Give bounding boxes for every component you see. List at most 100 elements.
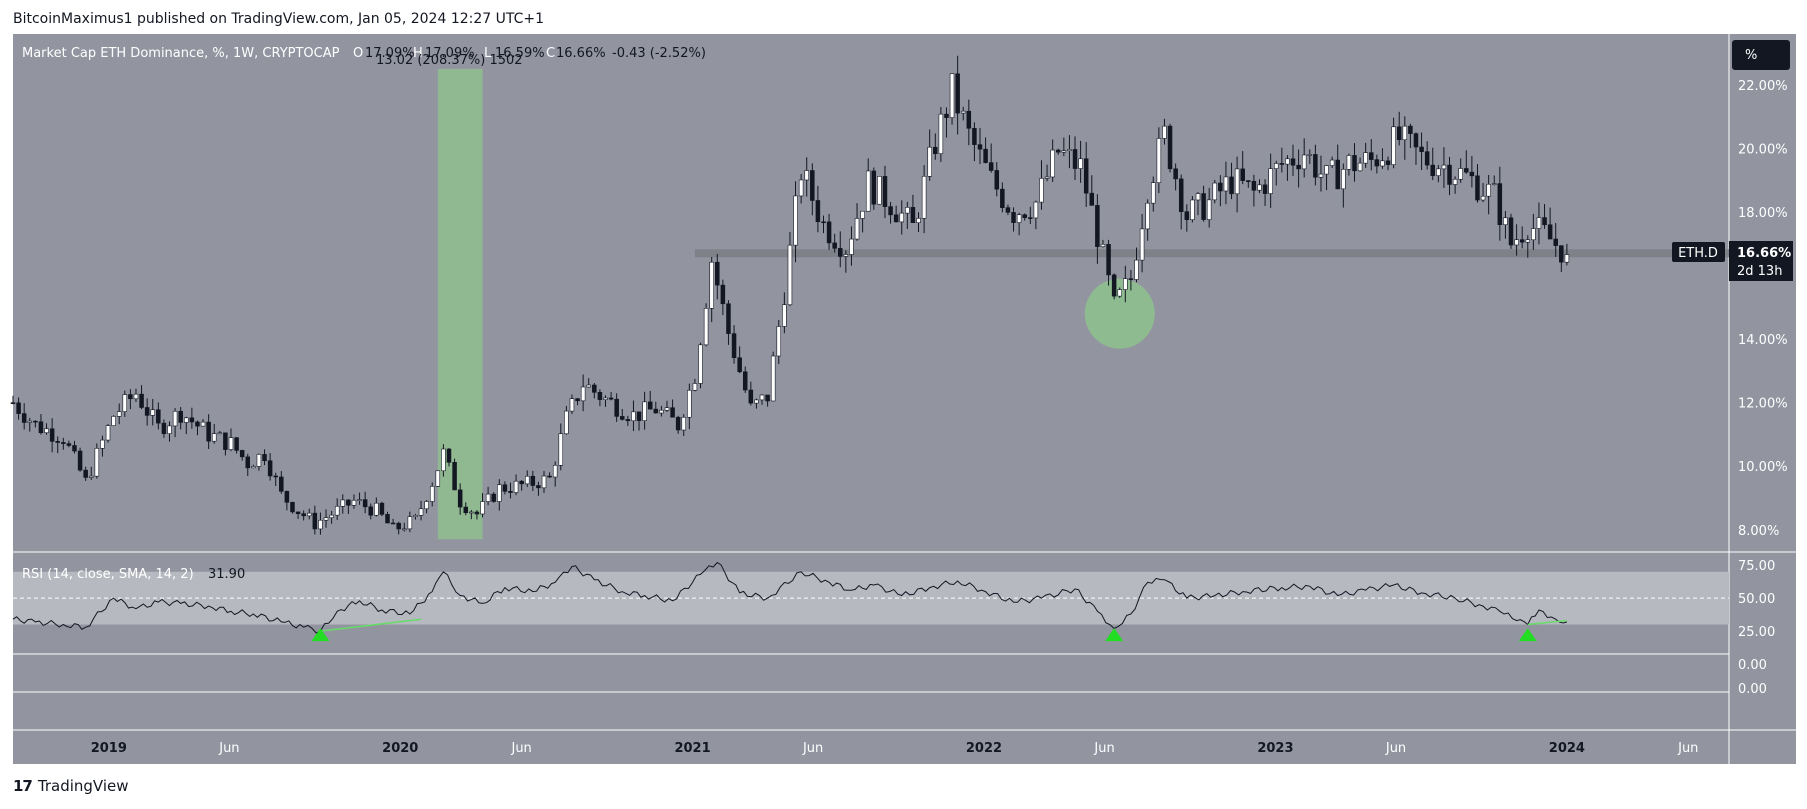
time-axis-tick: 2024 (1549, 741, 1585, 756)
candle-body (698, 344, 703, 384)
time-axis[interactable] (13, 730, 1796, 764)
candle-body (413, 515, 418, 517)
candle-body (312, 512, 318, 530)
candle-body (614, 398, 619, 417)
candle-body (748, 389, 754, 404)
high-value: 17.09% (425, 46, 475, 61)
time-axis-tick: 2019 (91, 741, 127, 756)
candle-body (849, 238, 854, 255)
candle-body (703, 308, 709, 346)
support-line (694, 249, 1729, 258)
candle-body (1564, 254, 1570, 263)
candle-body (1307, 154, 1313, 156)
last-price-value: 16.66% (1737, 246, 1791, 261)
candle-body (1123, 278, 1128, 290)
candle-body (234, 437, 239, 451)
candle-body (675, 416, 681, 431)
candle-body (1408, 125, 1413, 134)
unit-button[interactable] (1732, 40, 1790, 70)
price-axis-tick: 20.00% (1738, 142, 1788, 157)
candle-body (279, 476, 284, 492)
candle-body (329, 514, 334, 518)
countdown-value: 2d 13h (1737, 264, 1782, 279)
candle-body (575, 398, 580, 402)
candle-body (228, 437, 234, 450)
candle-body (184, 417, 189, 423)
candle-body (647, 401, 653, 410)
time-axis-tick: Jun (510, 741, 531, 756)
candle-body (469, 511, 474, 514)
candle-body (1106, 244, 1111, 276)
candle-body (474, 511, 480, 515)
candle-body (603, 397, 608, 400)
change-value: -0.43 (-2.52%) (612, 46, 706, 61)
close-value: 16.66% (556, 46, 606, 61)
candle-body (284, 490, 290, 503)
candle-body (938, 113, 944, 155)
candle-body (843, 254, 849, 257)
candle-body (642, 401, 647, 421)
candle-body (670, 407, 675, 418)
candle-body (1346, 155, 1352, 170)
candle-body (16, 402, 21, 414)
candle-body (1044, 176, 1050, 179)
candle-body (1430, 164, 1436, 176)
candle-body (659, 409, 664, 414)
time-axis-tick: 2022 (966, 741, 1002, 756)
candle-body (1553, 238, 1558, 246)
candle-body (1391, 126, 1396, 165)
candle-body (854, 218, 860, 240)
candle-body (770, 355, 776, 402)
candle-body (782, 304, 787, 327)
symbol-tag (1672, 242, 1725, 262)
time-axis-tick: 2021 (674, 741, 710, 756)
candle-body (61, 442, 66, 444)
candle-body (765, 394, 770, 402)
candle-body (1318, 173, 1324, 178)
candle-body (497, 484, 502, 502)
candle-body (223, 432, 228, 450)
candle-body (290, 502, 295, 513)
candle-body (1257, 184, 1262, 191)
candle-body (211, 433, 217, 442)
candle-body (485, 493, 491, 502)
candle-body (547, 475, 552, 478)
rsi-up-marker (1518, 628, 1537, 642)
price-axis-tick: 22.00% (1738, 79, 1788, 94)
candle-body (899, 212, 904, 223)
candle-body (519, 480, 524, 485)
low-value: 16.59% (495, 46, 545, 61)
candle-body (1469, 171, 1475, 177)
price-pane[interactable] (13, 34, 1729, 552)
candle-body (1229, 176, 1234, 195)
price-axis[interactable] (1729, 34, 1796, 730)
rsi-up-marker (1105, 628, 1124, 642)
candle-body (955, 73, 960, 114)
candle-body (402, 528, 407, 531)
candle-body (580, 386, 586, 402)
candle-body (418, 508, 424, 516)
candle-body (1151, 182, 1156, 204)
candle-body (457, 489, 463, 508)
candle-body (1011, 212, 1016, 223)
candle-body (910, 207, 916, 223)
candle-body (1385, 160, 1391, 165)
candle-body (334, 505, 340, 516)
rsi-divergence-line (1527, 619, 1567, 626)
rsi-legend-value: 31.90 (208, 567, 245, 582)
candle-body (1369, 152, 1374, 160)
unit-button-label[interactable]: % (1745, 48, 1757, 63)
candle-body (1100, 244, 1106, 247)
candle-body (1335, 159, 1340, 190)
candle-body (737, 357, 742, 373)
candle-body (1240, 168, 1245, 181)
candle-body (815, 200, 821, 223)
candle-body (463, 506, 469, 514)
candle-body (1262, 184, 1268, 194)
price-axis-tick: 12.00% (1738, 397, 1788, 412)
candle-body (742, 371, 748, 391)
candle-body (1559, 245, 1564, 263)
candle-body (1441, 164, 1447, 170)
rsi-legend-title: RSI (14, close, SMA, 14, 2) (22, 567, 194, 582)
